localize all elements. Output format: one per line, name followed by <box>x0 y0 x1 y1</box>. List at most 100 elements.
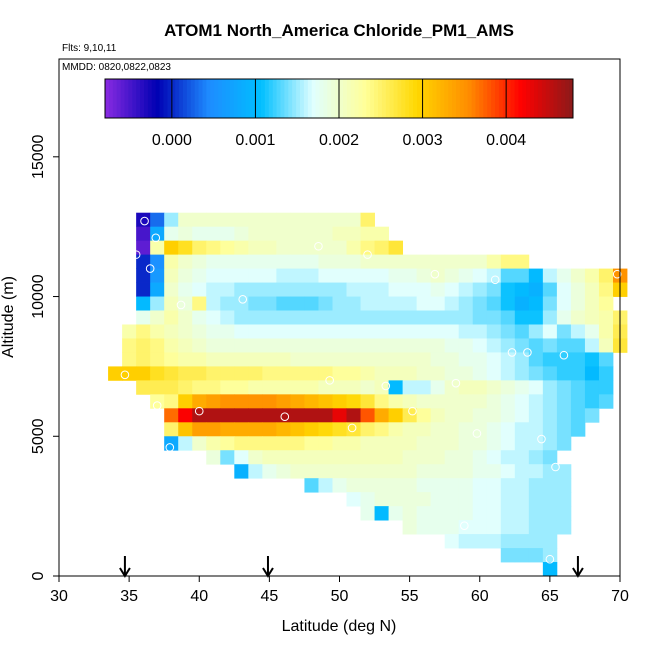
heatmap-cell <box>206 422 221 437</box>
colorbar-segment <box>498 79 504 118</box>
sample-point <box>280 412 290 422</box>
colorbar-segment <box>405 79 410 118</box>
colorbar-segment <box>534 79 539 118</box>
heatmap-cell <box>528 492 544 507</box>
heatmap-cell <box>164 296 179 311</box>
heatmap-cell <box>430 450 446 465</box>
heatmap-cell <box>192 380 207 395</box>
heatmap-cell <box>248 254 263 269</box>
heatmap-cell <box>584 394 600 409</box>
colorbar-segment <box>268 79 274 118</box>
heatmap-cell <box>458 464 474 479</box>
heatmap-cell <box>192 254 207 269</box>
heatmap-cell <box>388 394 404 409</box>
heatmap-cell <box>542 408 558 423</box>
heatmap-cell <box>318 310 333 325</box>
heatmap-cell <box>220 324 235 339</box>
heatmap-cell <box>458 268 474 283</box>
heatmap-cell <box>262 212 277 228</box>
heatmap-cell <box>332 408 347 423</box>
heatmap-cell <box>514 520 530 535</box>
heatmap-cell <box>374 436 389 451</box>
heatmap-cell <box>598 296 614 311</box>
heatmap-cell <box>136 380 151 395</box>
heatmap-cell <box>318 380 333 395</box>
heatmap-cell <box>556 492 572 507</box>
colorbar-segment <box>112 79 118 118</box>
heatmap-cell <box>472 506 488 521</box>
heatmap-cell <box>164 436 179 451</box>
heatmap-cell <box>444 436 460 451</box>
sample-point <box>430 269 440 279</box>
heatmap-cell <box>234 338 249 353</box>
heatmap-cell <box>416 338 432 353</box>
heatmap-cell <box>570 310 586 325</box>
sample-point <box>314 241 323 251</box>
heatmap-cell <box>346 338 361 353</box>
heatmap-cell <box>458 394 474 409</box>
heatmap-cell <box>164 408 179 423</box>
heatmap-cell <box>528 296 544 311</box>
heatmap-cell <box>276 450 291 465</box>
heatmap-cell <box>192 352 207 367</box>
heatmap-cell <box>346 492 361 507</box>
colorbar-segment <box>452 79 457 118</box>
colorbar-segment <box>393 79 398 118</box>
heatmap-cell <box>332 240 347 256</box>
heatmap-cell <box>234 212 249 228</box>
heatmap-cell <box>556 324 572 339</box>
colorbar-segment <box>409 79 414 118</box>
heatmap-cell <box>556 310 572 325</box>
heatmap-cell <box>290 338 305 353</box>
heatmap-cell <box>290 422 305 437</box>
heatmap-cell <box>332 380 347 395</box>
heatmap-cell <box>248 380 263 395</box>
heatmap-cell <box>570 282 586 297</box>
heatmap-cell <box>500 310 516 325</box>
heatmap-cell <box>360 310 375 325</box>
heatmap-cell <box>500 268 516 283</box>
heatmap-cell <box>332 226 347 242</box>
sample-point <box>363 250 372 259</box>
heatmap-cell <box>542 380 558 395</box>
colorbar-segment <box>436 79 441 118</box>
heatmap-cell <box>332 254 347 269</box>
heatmap-cell <box>598 380 614 395</box>
heatmap-cell <box>430 338 446 353</box>
colorbar-segment <box>448 79 453 118</box>
heatmap-cell <box>430 310 446 325</box>
heatmap-cell <box>304 408 319 423</box>
heatmap-cell <box>262 240 277 256</box>
heatmap-cell <box>178 380 193 395</box>
heatmap-cell <box>276 254 291 269</box>
heatmap-cell <box>206 310 221 325</box>
heatmap-cell <box>430 282 446 297</box>
colorbar-segment <box>249 79 254 118</box>
heatmap-cell <box>304 268 319 283</box>
x-tick-label: 65 <box>541 588 559 605</box>
colorbar-segment <box>257 79 262 118</box>
heatmap-cell <box>388 422 404 437</box>
colorbar-segment <box>522 79 527 118</box>
heatmap-cell <box>346 212 361 228</box>
x-tick-label: 70 <box>611 588 629 605</box>
heatmap-cell <box>374 268 389 283</box>
heatmap-cell <box>528 436 544 451</box>
heatmap-cell <box>402 282 418 297</box>
colorbar-segment <box>374 79 379 118</box>
heatmap-cell <box>388 282 404 297</box>
heatmap-cell <box>346 394 361 409</box>
colorbar-segment <box>214 79 219 118</box>
heatmap-cell <box>332 366 347 381</box>
heatmap-cell <box>556 464 572 479</box>
heatmap-cell <box>486 366 502 381</box>
heatmap-cell <box>220 268 235 283</box>
heatmap-cell <box>458 506 474 521</box>
heatmap-cell <box>122 366 137 381</box>
heatmap-cell <box>206 254 221 269</box>
heatmap-cell <box>458 296 474 311</box>
heatmap-cell <box>472 352 488 367</box>
heatmap-cell <box>276 282 291 297</box>
sample-point <box>165 443 175 452</box>
heatmap-cell <box>444 450 460 465</box>
